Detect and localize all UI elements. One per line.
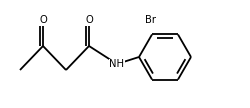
Text: O: O — [39, 15, 47, 25]
Text: NH: NH — [110, 59, 124, 69]
Text: O: O — [85, 15, 93, 25]
Text: Br: Br — [144, 15, 156, 25]
